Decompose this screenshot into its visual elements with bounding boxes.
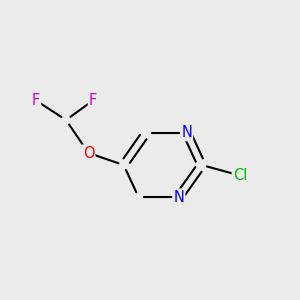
Text: F: F bbox=[89, 93, 97, 108]
Text: F: F bbox=[32, 93, 40, 108]
Text: O: O bbox=[83, 146, 94, 160]
Text: N: N bbox=[173, 190, 184, 205]
Text: N: N bbox=[181, 125, 192, 140]
Text: Cl: Cl bbox=[233, 168, 247, 183]
